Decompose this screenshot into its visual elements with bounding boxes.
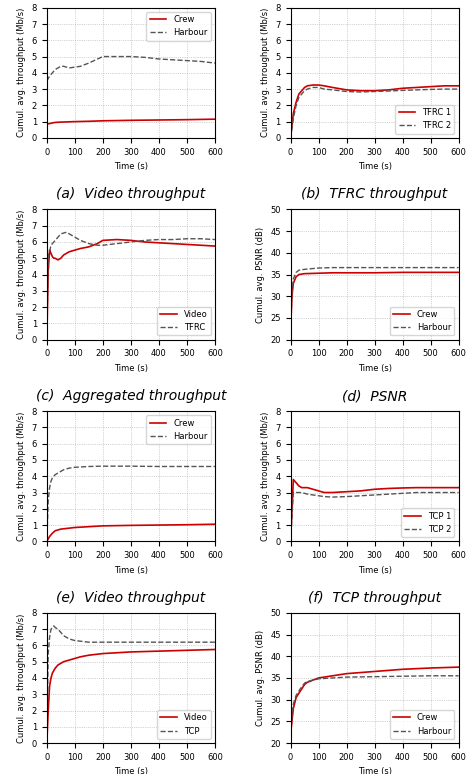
Y-axis label: Cumul. avg. throughput (Mb/s): Cumul. avg. throughput (Mb/s) xyxy=(261,412,270,541)
X-axis label: Time (s): Time (s) xyxy=(114,163,148,171)
Legend: Crew, Harbour: Crew, Harbour xyxy=(146,12,211,41)
X-axis label: Time (s): Time (s) xyxy=(358,566,392,574)
Text: (b)  TFRC throughput: (b) TFRC throughput xyxy=(301,187,448,201)
X-axis label: Time (s): Time (s) xyxy=(114,566,148,574)
Text: (e)  Video throughput: (e) Video throughput xyxy=(56,591,205,604)
Text: (a)  Video throughput: (a) Video throughput xyxy=(56,187,205,201)
X-axis label: Time (s): Time (s) xyxy=(114,767,148,774)
Text: (f)  TCP throughput: (f) TCP throughput xyxy=(308,591,441,604)
X-axis label: Time (s): Time (s) xyxy=(358,767,392,774)
X-axis label: Time (s): Time (s) xyxy=(358,163,392,171)
Y-axis label: Cumul. avg. throughput (Mb/s): Cumul. avg. throughput (Mb/s) xyxy=(17,613,26,743)
X-axis label: Time (s): Time (s) xyxy=(358,364,392,373)
Legend: TFRC 1, TFRC 2: TFRC 1, TFRC 2 xyxy=(395,105,454,134)
Y-axis label: Cumul. avg. PSNR (dB): Cumul. avg. PSNR (dB) xyxy=(256,630,264,726)
Text: (c)  Aggregated throughput: (c) Aggregated throughput xyxy=(36,389,226,403)
Legend: Video, TCP: Video, TCP xyxy=(157,710,211,739)
X-axis label: Time (s): Time (s) xyxy=(114,364,148,373)
Legend: Video, TFRC: Video, TFRC xyxy=(157,307,211,335)
Y-axis label: Cumul. avg. PSNR (dB): Cumul. avg. PSNR (dB) xyxy=(256,227,264,323)
Y-axis label: Cumul. avg. throughput (Mb/s): Cumul. avg. throughput (Mb/s) xyxy=(17,412,26,541)
Y-axis label: Cumul. avg. throughput (Mb/s): Cumul. avg. throughput (Mb/s) xyxy=(17,210,26,339)
Y-axis label: Cumul. avg. throughput (Mb/s): Cumul. avg. throughput (Mb/s) xyxy=(17,8,26,138)
Legend: Crew, Harbour: Crew, Harbour xyxy=(146,416,211,444)
Text: (d)  PSNR: (d) PSNR xyxy=(342,389,407,403)
Legend: TCP 1, TCP 2: TCP 1, TCP 2 xyxy=(401,509,454,537)
Y-axis label: Cumul. avg. throughput (Mb/s): Cumul. avg. throughput (Mb/s) xyxy=(261,8,270,138)
Legend: Crew, Harbour: Crew, Harbour xyxy=(390,307,454,335)
Legend: Crew, Harbour: Crew, Harbour xyxy=(390,710,454,739)
